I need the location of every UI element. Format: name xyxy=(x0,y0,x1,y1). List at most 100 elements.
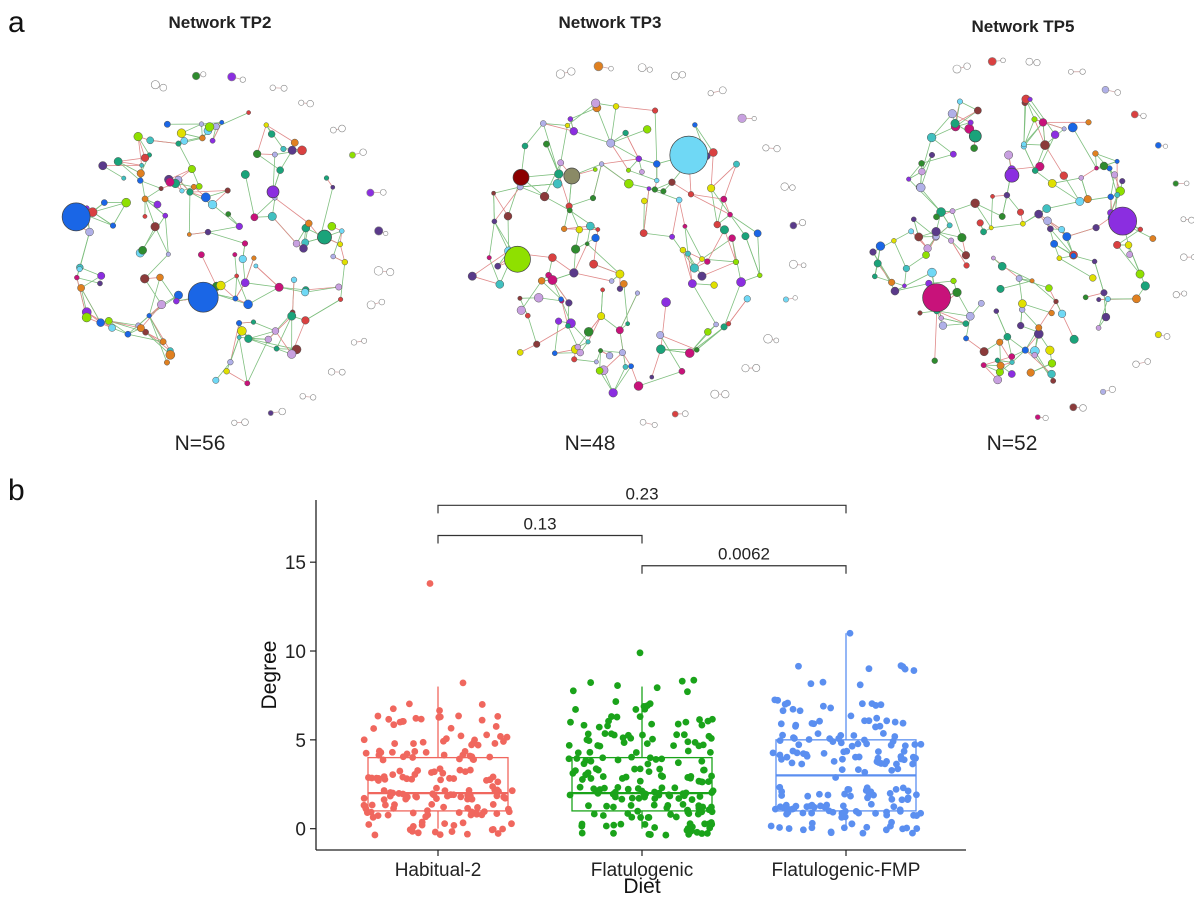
network-node xyxy=(720,195,728,203)
data-point xyxy=(679,801,687,808)
data-point xyxy=(441,820,449,828)
network-node xyxy=(1061,126,1067,132)
network-node xyxy=(583,327,594,337)
positive-edge xyxy=(1018,278,1050,289)
data-point xyxy=(873,714,881,722)
negative-edge xyxy=(993,257,1020,279)
data-point xyxy=(395,790,403,797)
positive-edge xyxy=(148,315,164,342)
network-node xyxy=(139,163,144,168)
network-node xyxy=(299,244,308,253)
network-node xyxy=(963,262,970,269)
data-point xyxy=(608,730,615,738)
data-point xyxy=(819,678,827,686)
x-tick-label: Flatulogenic-FMP xyxy=(772,860,921,881)
data-point xyxy=(468,741,475,749)
positive-edge xyxy=(207,225,240,233)
network-node xyxy=(660,188,667,195)
positive-edge xyxy=(990,196,993,228)
positive-edge xyxy=(570,107,598,120)
network-node xyxy=(1058,226,1066,233)
network-node xyxy=(1062,232,1072,242)
data-point xyxy=(771,805,779,813)
network-node xyxy=(598,161,605,167)
data-point xyxy=(464,804,472,812)
data-point xyxy=(835,735,843,742)
negative-edge xyxy=(660,302,667,350)
network-node xyxy=(225,211,232,217)
network-node xyxy=(359,148,367,156)
significance-brackets: 0.13 0.0062 0.23 xyxy=(437,484,847,574)
network-node xyxy=(699,256,705,262)
positive-edge xyxy=(164,215,169,255)
positive-edge xyxy=(1022,303,1052,314)
network-node xyxy=(671,410,679,418)
network-node xyxy=(651,422,658,428)
positive-edge xyxy=(494,221,509,252)
data-point xyxy=(883,717,891,725)
data-point xyxy=(647,831,654,838)
data-point xyxy=(418,821,426,829)
negative-edge xyxy=(690,193,731,215)
network-node xyxy=(917,310,923,316)
network-node xyxy=(327,222,337,231)
network-node xyxy=(81,312,92,323)
data-point xyxy=(846,629,854,637)
network-node xyxy=(678,71,687,79)
network-node xyxy=(1094,165,1099,171)
data-point xyxy=(386,792,394,800)
data-point xyxy=(494,712,502,720)
network-node xyxy=(240,278,250,288)
data-point xyxy=(409,827,416,835)
data-point xyxy=(441,787,449,795)
network-node xyxy=(967,119,974,126)
positive-edge xyxy=(610,106,617,144)
network-node xyxy=(138,245,147,255)
data-point xyxy=(610,821,618,829)
network-node xyxy=(374,226,384,236)
positive-edge xyxy=(1046,201,1080,210)
positive-edge xyxy=(1029,99,1056,135)
data-point xyxy=(671,784,679,792)
network-node xyxy=(1100,289,1108,297)
data-point xyxy=(456,755,463,763)
network-node xyxy=(1050,239,1059,248)
positive-edge xyxy=(684,226,703,260)
network-node xyxy=(1180,253,1188,261)
network-node xyxy=(689,263,699,273)
network-node xyxy=(146,313,152,319)
data-point xyxy=(582,757,590,764)
data-point xyxy=(767,822,775,830)
data-point xyxy=(590,785,598,793)
data-point xyxy=(800,750,807,758)
data-point xyxy=(810,803,818,811)
positive-edge xyxy=(305,299,341,321)
data-point xyxy=(820,749,828,757)
data-point xyxy=(628,794,636,802)
network-node xyxy=(933,213,940,221)
network-node xyxy=(180,137,189,145)
network-node xyxy=(290,276,298,283)
network-node xyxy=(911,216,917,223)
hub-node xyxy=(922,283,951,313)
positive-edge xyxy=(79,231,90,270)
network-node xyxy=(622,364,629,370)
data-point xyxy=(409,754,417,761)
data-point xyxy=(859,829,867,837)
negative-edge xyxy=(1061,313,1075,340)
network-node xyxy=(1035,324,1043,332)
network-node xyxy=(337,241,344,248)
network-node xyxy=(108,324,116,332)
negative-edge xyxy=(201,254,217,287)
positive-edge xyxy=(1094,261,1105,293)
data-point xyxy=(574,749,582,757)
network-node xyxy=(349,151,356,159)
hub-node xyxy=(669,135,709,175)
negative-edge xyxy=(472,275,500,285)
data-point xyxy=(391,740,399,747)
data-point xyxy=(494,830,502,837)
negative-edge xyxy=(256,124,267,155)
data-point xyxy=(368,774,376,782)
peripheral-pairs xyxy=(555,61,807,428)
negative-edge xyxy=(493,192,509,217)
